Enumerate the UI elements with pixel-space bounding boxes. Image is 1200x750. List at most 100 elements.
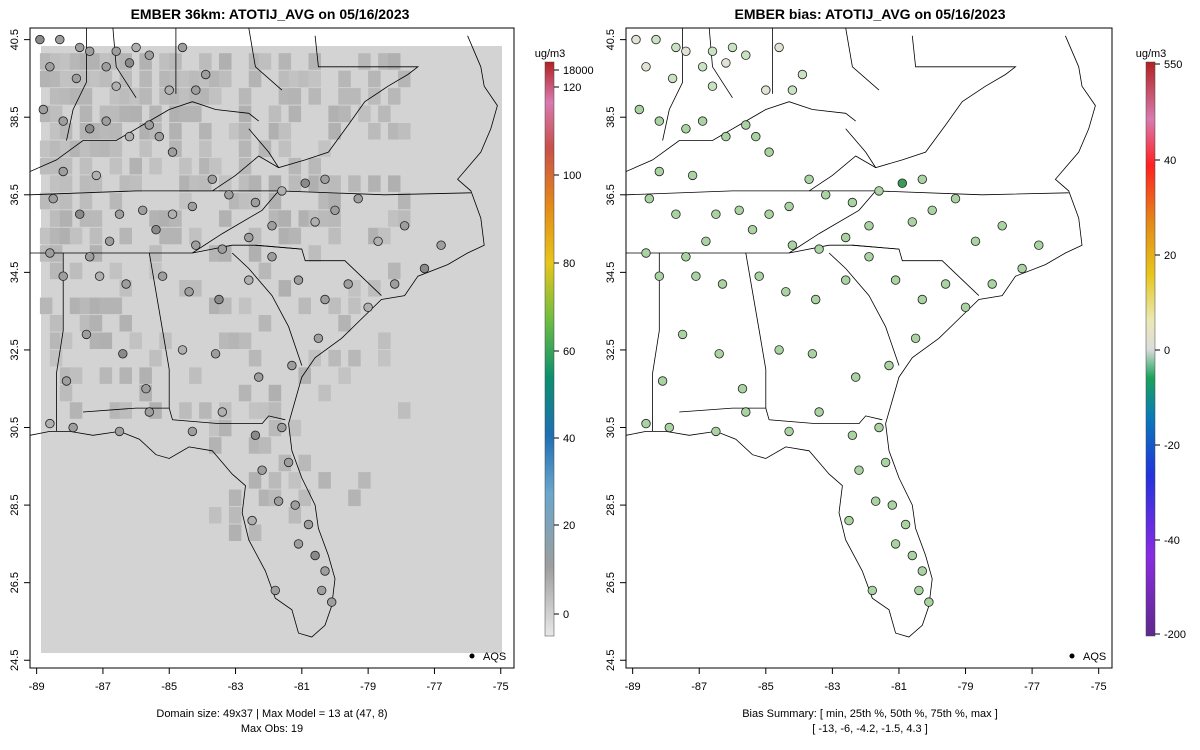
bias-point (890, 539, 901, 549)
observation-point (137, 205, 148, 216)
model-grid-cell (159, 70, 172, 88)
model-grid-cell (59, 140, 73, 157)
observation-point (55, 34, 65, 45)
observation-point (101, 116, 111, 126)
observation-point (114, 426, 125, 437)
model-grid-cell (89, 332, 103, 349)
model-grid-cell (69, 140, 83, 157)
model-grid-cell (328, 349, 341, 367)
colorbar-tick-label: 120 (563, 82, 581, 94)
model-grid-cell (79, 315, 93, 332)
model-grid-cell (79, 53, 93, 70)
y-tick-label: 34.5 (605, 262, 617, 283)
model-grid-cell (388, 175, 401, 192)
bias-point (741, 120, 751, 130)
model-grid-cell (159, 227, 172, 245)
bias-point (821, 190, 831, 200)
boundary-line (248, 28, 283, 91)
model-grid-cell (89, 227, 103, 245)
model-grid-cell (348, 489, 361, 507)
model-grid-cell (258, 262, 272, 280)
observation-point (300, 178, 310, 188)
model-grid-cell (119, 227, 132, 245)
observation-point (270, 585, 281, 596)
colorbar-tick-label: 100 (563, 170, 581, 182)
model-grid-cell (328, 210, 341, 227)
observation-point (250, 197, 261, 208)
bias-point (814, 407, 824, 417)
y-tick-label: 32.5 (605, 339, 617, 360)
model-grid-cell (268, 419, 282, 437)
model-grid-cell (308, 245, 321, 262)
bias-point (1017, 263, 1027, 274)
model-grid-cell (89, 210, 103, 227)
y-tick-label: 26.5 (9, 572, 21, 593)
model-grid-cell (219, 175, 232, 192)
observation-point (58, 271, 68, 281)
x-tick-label: -81 (294, 681, 310, 693)
boundary-line (845, 35, 1017, 169)
model-grid-cell (298, 489, 311, 507)
bias-point (651, 34, 661, 45)
model-grid-cell (69, 227, 83, 245)
model-grid-cell (268, 402, 282, 419)
colorbar-tick-label: 80 (563, 258, 575, 270)
observation-point (207, 174, 218, 185)
state-boundaries (626, 28, 1096, 638)
model-grid-cell (318, 384, 331, 402)
model-grid-cell (49, 140, 63, 157)
observation-point (419, 263, 430, 274)
model-grid-cell (248, 175, 262, 192)
model-grid-cell (169, 70, 182, 88)
model-grid-cell (288, 227, 302, 245)
model-grid-cell (268, 105, 282, 123)
model-grid-cell (109, 262, 123, 280)
aqs-legend-dot (1069, 653, 1075, 659)
observation-point (200, 69, 211, 80)
observation-point (390, 279, 400, 289)
observation-point (257, 465, 267, 475)
observation-point (84, 124, 95, 134)
bias-point (721, 58, 731, 68)
observation-point (144, 120, 155, 130)
model-grid-cell (79, 192, 93, 210)
model-map-panel: EMBER 36km: ATOTIJ_AVG on 05/16/2023 -89… (9, 6, 594, 735)
x-tick-label: -79 (360, 681, 376, 693)
y-tick-label: 36.5 (9, 184, 21, 205)
model-grid-cell (59, 70, 73, 88)
model-grid-cell (39, 227, 53, 245)
model-grid-cell (288, 88, 302, 105)
observation-point (167, 209, 178, 219)
model-grid-cell (328, 192, 341, 210)
model-grid-cell (189, 70, 202, 88)
observation-point (373, 236, 383, 247)
observation-point (184, 287, 194, 297)
model-grid-cell (119, 105, 132, 123)
model-grid-cell (199, 140, 212, 157)
model-grid-cell (89, 140, 103, 157)
observation-point (244, 275, 254, 285)
observation-point (310, 550, 320, 561)
model-grid-cell (298, 454, 311, 472)
y-tick-label: 38.5 (605, 107, 617, 128)
model-grid-cell (288, 70, 302, 88)
bias-point (764, 147, 774, 157)
model-grid-cell (89, 53, 103, 70)
bias-point (707, 81, 718, 91)
colorbar-tick-label: 550 (1164, 59, 1182, 71)
bias-point (784, 426, 794, 437)
x-tick-label: -87 (691, 681, 707, 693)
model-grid-cell (69, 367, 83, 384)
bias-point (814, 244, 824, 254)
model-grid-cell (358, 472, 371, 489)
model-grid-cell (288, 105, 302, 123)
observation-point (283, 457, 294, 468)
model-grid-cell (199, 402, 212, 419)
model-grid-cell (119, 88, 132, 105)
model-grid-cell (59, 192, 73, 210)
model-grid-cell (258, 53, 272, 70)
model-grid-cell (268, 472, 282, 489)
observation-point (38, 104, 49, 115)
bias-point (654, 271, 665, 281)
